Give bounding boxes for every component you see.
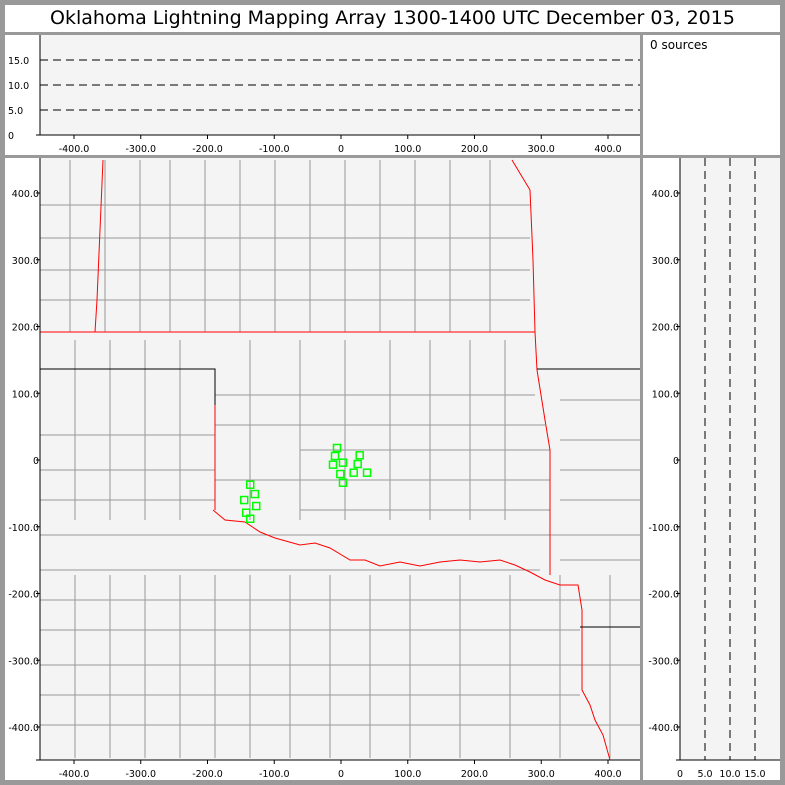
station-marker — [362, 468, 372, 477]
tick-label: 300.0 — [12, 256, 39, 267]
station-marker — [328, 460, 338, 469]
station-marker — [332, 443, 342, 453]
station-marker — [336, 469, 345, 479]
tick-label: -200.0 — [8, 590, 39, 601]
tick-label: 300.0 — [528, 144, 555, 155]
state-border-tx-panhandle — [40, 368, 216, 405]
tick-label: 300.0 — [528, 769, 555, 780]
station-markers — [239, 443, 372, 523]
tick-label: -400.0 — [59, 769, 90, 780]
tick-labels: -400.0 -400.0 -300.0 -300.0 -200.0 -200.0 -100… — [8, 56, 766, 780]
station-marker — [338, 458, 348, 467]
tick-label: 300.0 — [652, 256, 679, 267]
station-marker — [250, 489, 260, 499]
station-marker — [239, 495, 249, 505]
tick-label: -100.0 — [8, 523, 39, 534]
tick-label: -300.0 — [648, 656, 679, 667]
tick-label: -300.0 — [8, 656, 39, 667]
tick-label: -100.0 — [259, 769, 290, 780]
tick-label: 400.0 — [594, 769, 621, 780]
tick-label: -400.0 — [59, 144, 90, 155]
tick-label: 200.0 — [12, 323, 39, 334]
tick-label: 5.0 — [697, 769, 712, 780]
state-border-red-river — [212, 509, 611, 761]
tick-label: -400.0 — [648, 723, 679, 734]
tick-label: 0 — [673, 456, 679, 467]
tick-label: 0 — [338, 769, 344, 780]
station-marker — [251, 501, 261, 511]
tick-label: -300.0 — [125, 769, 156, 780]
tick-label: -400.0 — [8, 723, 39, 734]
tick-label: 15.0 — [8, 56, 29, 67]
tick-label: 100.0 — [394, 144, 421, 155]
tick-label: 100.0 — [12, 389, 39, 400]
station-marker — [353, 459, 362, 469]
tick-label: -100.0 — [259, 144, 290, 155]
station-marker — [245, 480, 255, 489]
tick-label: 200.0 — [652, 323, 679, 334]
tick-label: 0 — [338, 144, 344, 155]
tick-label: 100.0 — [394, 769, 421, 780]
tick-label: 15.0 — [744, 769, 765, 780]
tick-label: -200.0 — [648, 590, 679, 601]
altitude-gridlines — [40, 59, 756, 760]
tick-label: 10.0 — [8, 81, 29, 92]
station-marker — [338, 478, 348, 487]
county-lines — [40, 160, 640, 758]
tick-label: 200.0 — [461, 144, 488, 155]
tick-label: 400.0 — [12, 189, 39, 200]
tick-label: 5.0 — [8, 106, 23, 117]
tick-label: -100.0 — [648, 523, 679, 534]
station-marker — [349, 468, 358, 477]
plot-title: Oklahoma Lightning Mapping Array 1300-14… — [5, 5, 780, 32]
tick-label: 0 — [33, 456, 39, 467]
tick-label: -200.0 — [192, 144, 223, 155]
station-marker — [245, 514, 255, 523]
state-borders — [40, 159, 640, 761]
station-marker — [355, 451, 364, 460]
tick-label: 0 — [8, 131, 14, 142]
tick-label: -300.0 — [125, 144, 156, 155]
source-count: 0 sources — [650, 38, 708, 52]
tick-label: 400.0 — [652, 189, 679, 200]
state-border-tx-nm — [94, 159, 104, 333]
tick-label: 400.0 — [594, 144, 621, 155]
tick-label: -200.0 — [192, 769, 223, 780]
tick-label: 200.0 — [461, 769, 488, 780]
source-count-panel: 0 sources — [643, 35, 780, 155]
tick-label: 10.0 — [719, 769, 740, 780]
tick-label: 100.0 — [652, 389, 679, 400]
station-marker — [330, 451, 340, 461]
tick-label: 0 — [677, 769, 683, 780]
state-border-mo-ar-ok — [511, 159, 551, 575]
axes — [36, 35, 780, 761]
